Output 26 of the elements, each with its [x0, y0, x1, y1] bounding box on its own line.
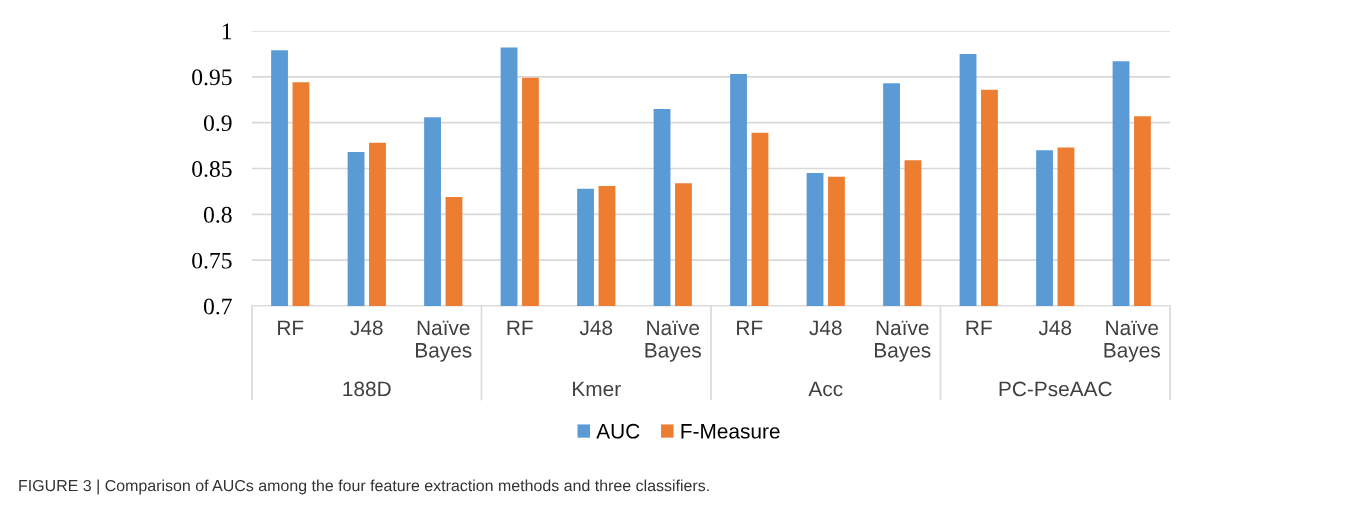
- y-tick-label: 0.85: [192, 160, 232, 178]
- x-tick-label: RF: [737, 320, 763, 335]
- x-tick-label: RF: [507, 320, 533, 335]
- x-tick-label: Naïve Bayes: [416, 320, 472, 362]
- text: Acc: [808, 381, 843, 397]
- x-tick-label: Naïve Bayes: [1104, 320, 1160, 362]
- legend-label: AUC: [596, 423, 640, 439]
- y-tick-label: 0.95: [192, 69, 232, 86]
- x-tick-label: RF: [278, 320, 304, 335]
- x-tick-label: J48: [1038, 320, 1072, 336]
- legend-label: F-Measure: [681, 424, 780, 439]
- x-tick-label: RF: [966, 320, 992, 335]
- y-tick-label: 0.8: [203, 206, 232, 223]
- caption: FIGURE 3 | Comparison of AUCs among the four feature extraction methods and three classifiers.: [19, 479, 709, 495]
- x-tick-label: J48: [809, 320, 842, 336]
- text: PC-PseAAC: [999, 381, 1112, 397]
- text: 188D: [343, 381, 391, 397]
- y-tick-label: 0.9: [203, 115, 232, 132]
- y-tick-label: 0.7: [203, 298, 232, 315]
- x-tick-label: Naïve Bayes: [645, 320, 701, 362]
- x-tick-label: J48: [350, 320, 383, 336]
- text: Kmer: [573, 381, 621, 397]
- x-tick-label: J48: [579, 320, 613, 336]
- x-tick-label: Naïve Bayes: [875, 320, 931, 362]
- y-tick-label: 0.75: [192, 252, 232, 269]
- y-tick-label: 1: [222, 23, 232, 40]
